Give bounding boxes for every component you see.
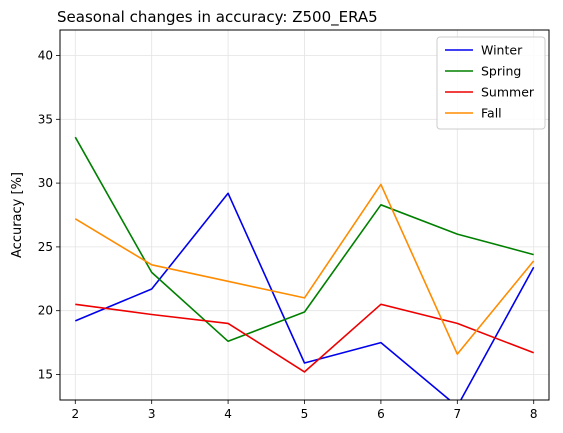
x-tick-label: 5 xyxy=(301,407,309,421)
legend: Winter Spring Summer Fall xyxy=(436,36,546,130)
x-tick-label: 4 xyxy=(224,407,232,421)
y-tick-label: 20 xyxy=(38,304,53,318)
legend-label-winter: Winter xyxy=(481,43,523,58)
legend-label-spring: Spring xyxy=(481,64,521,79)
series-layer xyxy=(74,136,535,400)
chart-title: Seasonal changes in accuracy: Z500_ERA5 xyxy=(57,8,378,27)
y-tick-label: 30 xyxy=(38,176,53,190)
y-tick-label: 35 xyxy=(38,112,53,126)
legend-label-summer: Summer xyxy=(481,85,535,100)
y-axis-label: Accuracy [%] xyxy=(10,172,25,258)
series-line-fall xyxy=(74,183,535,355)
y-tick-label: 15 xyxy=(38,367,53,381)
x-axis: 2 3 4 5 6 7 8 xyxy=(71,400,538,421)
x-tick-label: 7 xyxy=(453,407,461,421)
x-tick-label: 3 xyxy=(148,407,156,421)
y-axis: 15 20 25 30 35 40 xyxy=(38,49,60,381)
series-line-summer xyxy=(75,303,534,373)
legend-label-fall: Fall xyxy=(481,106,502,121)
x-tick-label: 8 xyxy=(530,407,538,421)
y-tick-label: 25 xyxy=(38,240,53,254)
series-line-winter xyxy=(74,192,535,400)
y-tick-label: 40 xyxy=(38,49,53,63)
legend-box xyxy=(436,36,546,130)
x-tick-label: 6 xyxy=(377,407,385,421)
x-tick-label: 2 xyxy=(71,407,79,421)
series-line-spring xyxy=(74,136,534,343)
